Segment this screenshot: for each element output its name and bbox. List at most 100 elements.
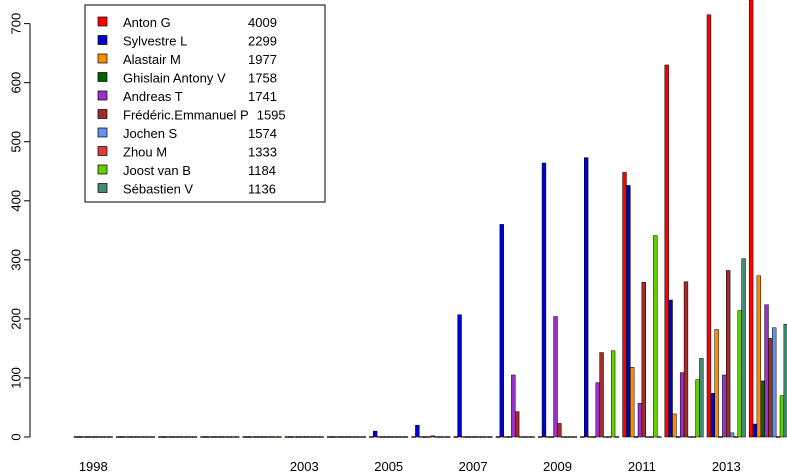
bar-2012-10 [699, 358, 704, 438]
bar-2014-8 [775, 436, 781, 438]
bar-1999-6 [135, 436, 140, 438]
bar-2006-6 [430, 435, 435, 438]
y-tick-label: 300 [9, 249, 24, 271]
bar-2006-7 [434, 436, 439, 438]
bar-1998-8 [100, 436, 106, 438]
bar-2014-2 [752, 423, 758, 438]
bar-2010-6 [599, 352, 604, 438]
bar-2008-3 [503, 436, 508, 438]
legend-swatch [97, 146, 108, 156]
bar-2001-2 [204, 436, 209, 438]
bar-2008-10 [530, 436, 535, 438]
bar-2000-8 [185, 436, 190, 438]
bar-2011-8 [649, 436, 654, 438]
bar-2005-5 [384, 436, 389, 438]
bar-2008-2 [499, 224, 504, 438]
legend-total: 1184 [248, 163, 276, 178]
legend-total: 1136 [248, 182, 276, 197]
bar-2011-4 [633, 436, 639, 438]
bar-2006-4 [422, 436, 428, 438]
bar-2004-5 [342, 436, 347, 438]
bar-2000-2 [162, 436, 167, 438]
bar-2011-5 [637, 403, 643, 438]
bar-2010-7 [603, 436, 608, 438]
x-tick-label: 2005 [374, 459, 403, 474]
bar-1999-9 [146, 436, 152, 438]
bar-2002-5 [257, 436, 263, 438]
bar-2000-10 [192, 436, 198, 438]
bar-1998-9 [104, 436, 109, 438]
legend-total: 1595 [257, 108, 286, 123]
bar-2001-1 [200, 436, 205, 438]
x-tick-label: 2011 [628, 459, 656, 474]
bar-1998-7 [96, 436, 102, 438]
bar-2009-8 [564, 436, 570, 438]
bar-2009-10 [572, 436, 577, 438]
bar-2010-8 [607, 436, 612, 438]
legend-box [84, 4, 326, 203]
legend-label: Andreas T [123, 89, 183, 104]
bar-2001-3 [208, 436, 213, 438]
bar-2005-4 [380, 436, 386, 438]
bar-2011-10 [657, 436, 662, 438]
bar-2009-6 [557, 423, 562, 438]
bar-2008-9 [526, 436, 531, 438]
bar-2014-7 [772, 327, 777, 438]
bar-2005-1 [369, 436, 374, 438]
bar-2002-8 [269, 436, 274, 438]
bar-2004-4 [338, 436, 343, 438]
y-tick-label: 700 [9, 13, 24, 35]
legend-swatch [97, 16, 108, 27]
bar-2009-7 [561, 436, 566, 438]
y-tick-label: 100 [9, 367, 24, 389]
bar-2006-1 [411, 436, 416, 438]
bar-2007-5 [468, 436, 474, 438]
bar-2008-4 [507, 436, 512, 438]
bar-2007-2 [457, 314, 462, 438]
bars [73, 0, 787, 438]
bar-2014-6 [768, 338, 773, 438]
bar-2006-5 [426, 436, 432, 438]
bar-1999-1 [115, 436, 121, 438]
bar-2000-5 [173, 436, 178, 438]
bar-2002-10 [277, 436, 282, 438]
bar-1999-5 [131, 436, 136, 438]
bar-2013-3 [714, 329, 719, 438]
bar-2005-6 [388, 436, 393, 438]
bar-2006-9 [442, 436, 447, 438]
bar-2014-3 [756, 275, 762, 438]
bar-2011-9 [653, 235, 658, 438]
bar-2005-10 [403, 436, 409, 438]
bar-2008-6 [515, 411, 520, 438]
bar-2012-6 [683, 281, 689, 438]
bar-2011-1 [622, 172, 627, 438]
bar-2001-10 [235, 436, 240, 438]
bar-2003-2 [288, 436, 293, 438]
legend-label: Zhou M [123, 145, 167, 160]
bar-2008-7 [518, 436, 524, 438]
bar-2001-7 [223, 436, 228, 438]
bar-2006-10 [446, 436, 451, 438]
legend-label: Jochen S [123, 126, 178, 141]
bar-2005-3 [376, 436, 382, 438]
bar-2001-9 [231, 436, 236, 438]
bar-2014-9 [779, 395, 785, 438]
bar-2009-2 [541, 162, 547, 438]
legend-total: 1574 [248, 126, 277, 141]
bar-2004-10 [361, 436, 366, 438]
bar-2008-8 [522, 436, 528, 438]
bar-2000-6 [177, 436, 182, 438]
bar-2013-6 [726, 270, 731, 438]
y-tick-label: 600 [9, 72, 24, 94]
bar-2010-3 [587, 436, 593, 438]
bar-2013-2 [710, 393, 715, 438]
bar-2003-3 [292, 436, 297, 438]
bar-2013-10 [741, 258, 746, 438]
bar-2010-4 [591, 436, 597, 438]
bar-2012-2 [668, 299, 673, 438]
bar-2004-6 [346, 436, 351, 438]
bar-2009-1 [537, 436, 543, 438]
bar-2001-6 [219, 436, 224, 438]
bar-2003-5 [300, 436, 305, 438]
bar-2007-3 [461, 436, 466, 438]
